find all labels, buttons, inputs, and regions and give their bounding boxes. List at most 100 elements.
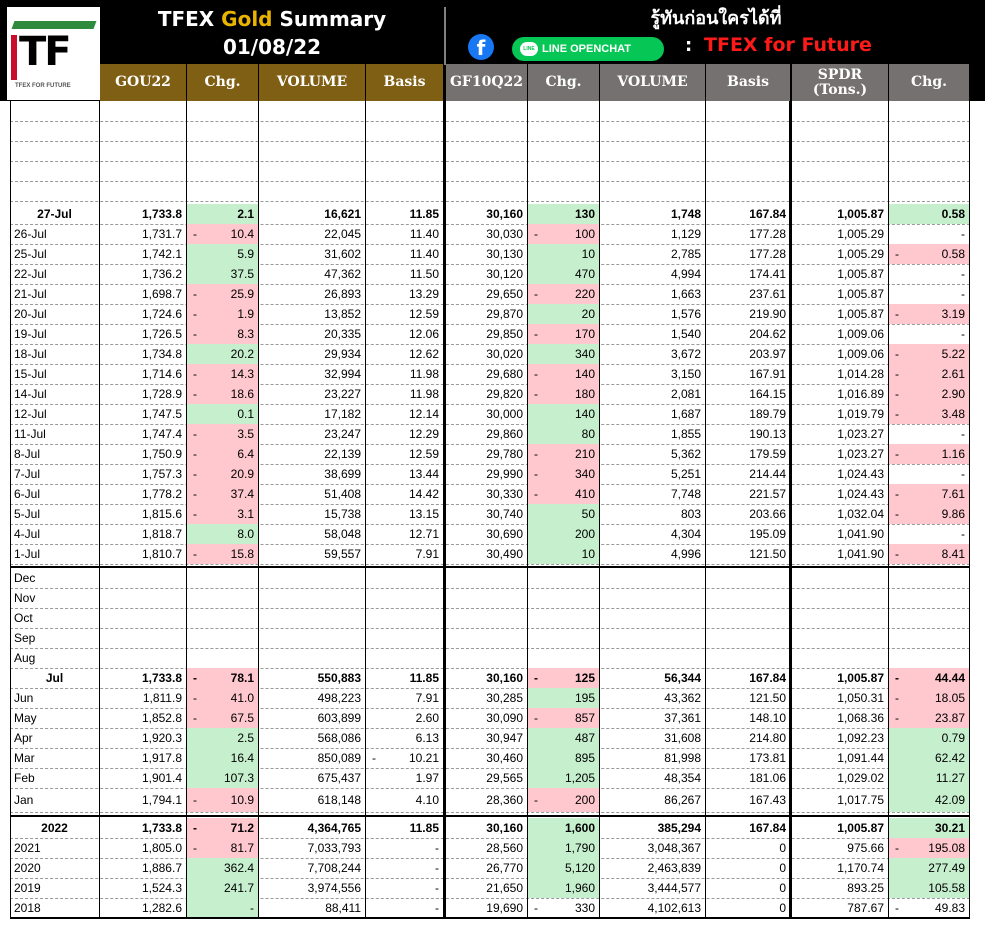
gou-volume: 59,557 [259,544,365,564]
gf-volume-value: 31,608 [664,731,701,745]
spdr-change: - 18.05 [889,688,969,708]
gou-volume-value: 23,227 [324,387,361,401]
gf-volume-value: 81,998 [664,751,701,765]
spdr-change: - 3.48 [889,404,969,424]
gou-basis: 13.29 [366,284,443,304]
gf-change-value: 210 [574,447,595,461]
gf-change: - 220 [528,284,599,304]
spdr-change-value: - [961,227,965,241]
gf-change-value: 100 [574,227,595,241]
spdr-change-value: - [961,267,965,281]
gou-price: 1,724.6 [100,304,186,324]
gou-basis: 11.98 [366,364,443,384]
gf-basis-value: 167.84 [749,671,786,685]
gou-basis: 7.91 [366,688,443,708]
gou-basis-value: 11.85 [409,821,439,835]
gf-basis-value: 204.62 [749,327,786,341]
minus-sign: - [193,547,197,561]
gf-volume: 4,102,613 [600,898,705,918]
gf-volume: 3,048,367 [600,838,705,858]
gou-change-value: 3.5 [237,427,254,441]
gou-volume-value: 16,621 [324,207,361,221]
spdr-holdings: 787.67 [792,898,888,918]
gou-price-value: 1,524.3 [141,881,182,895]
gou-change-value: 8.3 [237,327,254,341]
spdr-holdings-value: 1,009.06 [837,327,884,341]
minus-sign: - [534,387,538,401]
gf-volume: 37,361 [600,708,705,728]
gou-price: 1,714.6 [100,364,186,384]
minus-sign: - [895,487,899,501]
gf-change: - 140 [528,364,599,384]
spdr-change: 30.21 [889,818,969,838]
gf-change-value: 20 [581,307,595,321]
minus-sign: - [895,711,899,725]
line-openchat-button[interactable]: LINE LINE OPENCHAT [512,37,664,61]
row-label: 20-Jul [14,307,47,321]
gf-change-value: 10 [581,547,595,561]
gf-price-value: 30,160 [486,207,523,221]
gf-price-value: 29,650 [486,287,523,301]
gf-change-value: 80 [581,427,595,441]
gou-price: 1,750.9 [100,444,186,464]
gf-volume: 3,444,577 [600,878,705,898]
gou-basis-value: 2.60 [415,711,439,725]
gf-volume-value: 803 [680,507,701,521]
gou-basis-value: 11.98 [409,367,439,381]
gf-volume-value: 5,362 [670,447,701,461]
gf-price: 21,650 [446,878,527,898]
gou-basis-value: 7.91 [415,691,439,705]
facebook-icon[interactable]: f [468,34,494,60]
tagline: รู้ทันก่อนใครได้ที่ [650,8,782,29]
gou-price: 1,757.3 [100,464,186,484]
row-divider [10,708,970,709]
spdr-change: 0.58 [889,204,969,224]
spdr-change-value: 5.22 [941,347,965,361]
gou-basis: 6.13 [366,728,443,748]
spdr-holdings: 1,019.79 [792,404,888,424]
spdr-change-value: 18.05 [934,691,965,705]
gf-price: 30,947 [446,728,527,748]
gf-price: 30,490 [446,544,527,564]
row-divider [10,898,970,899]
gf-change: 340 [528,344,599,364]
minus-sign: - [895,407,899,421]
gou-volume-value: 88,411 [325,901,361,915]
spdr-holdings: 893.25 [792,878,888,898]
spdr-holdings: 1,032.04 [792,504,888,524]
gou-volume: 31,602 [259,244,365,264]
gf-basis-value: 148.10 [749,711,786,725]
header-gou-basis: Basis [366,64,443,101]
gf-basis: 0 [706,838,790,858]
spdr-change: 62.42 [889,748,969,768]
gou-basis: 11.40 [366,244,443,264]
spdr-holdings-value: 1,005.29 [837,247,884,261]
row-label: 5-Jul [14,507,41,521]
gf-change: 895 [528,748,599,768]
spdr-change: - 2.61 [889,364,969,384]
gou-price: 1,726.5 [100,324,186,344]
minus-sign: - [193,287,197,301]
gf-change: - 125 [528,668,599,688]
row-label: 8-Jul [14,447,41,461]
spdr-holdings-value: 1,091.44 [837,751,884,765]
gou-volume: 29,934 [259,344,365,364]
minus-sign: - [895,347,899,361]
minus-sign: - [193,691,197,705]
spdr-change: - 2.90 [889,384,969,404]
gf-basis: 179.59 [706,444,790,464]
gf-basis: 164.15 [706,384,790,404]
gf-change-value: 140 [574,367,595,381]
gou-price-value: 1,736.2 [141,267,182,281]
gf-volume: 31,608 [600,728,705,748]
gou-change-value: 78.1 [230,671,254,685]
gou-price: 1,917.8 [100,748,186,768]
gf-volume-value: 7,748 [670,487,701,501]
gou-change: - 15.8 [187,544,258,564]
gf-volume: 1,663 [600,284,705,304]
gf-price: 29,990 [446,464,527,484]
gou-basis-value: 11.40 [409,247,439,261]
spdr-change: - [889,424,969,444]
gou-price: 1,524.3 [100,878,186,898]
minus-sign: - [193,227,197,241]
